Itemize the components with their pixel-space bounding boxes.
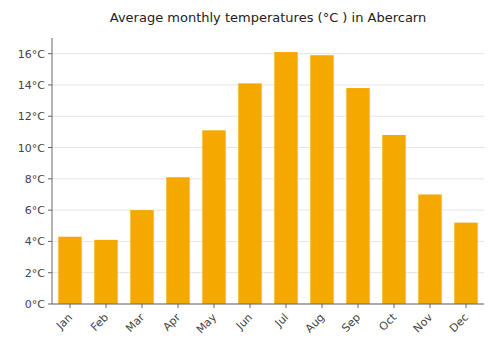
x-tick [70, 304, 71, 308]
chart: Average monthly temperatures (°C ) in Ab… [0, 0, 500, 350]
y-tick-label: 4°C [25, 235, 45, 248]
y-tick [48, 147, 52, 148]
y-tick-label: 8°C [25, 173, 45, 186]
y-tick [48, 53, 52, 54]
x-tick-label: Oct [376, 310, 399, 333]
y-tick-label: 16°C [18, 48, 45, 61]
y-tick-label: 12°C [18, 110, 45, 123]
grid-line [52, 116, 484, 117]
y-tick-label: 14°C [18, 79, 45, 92]
x-tick [142, 304, 143, 308]
grid-line [52, 178, 484, 179]
x-tick-label: Nov [411, 311, 436, 336]
bar [454, 223, 477, 304]
x-tick-label: Sep [339, 311, 363, 335]
title: Average monthly temperatures (°C ) in Ab… [110, 10, 426, 25]
bar [94, 240, 117, 304]
bar [202, 130, 225, 304]
x-tick-label: Apr [160, 311, 183, 334]
x-tick-label: Dec [447, 311, 471, 335]
x-tick-label: Jun [233, 311, 255, 333]
y-tick [48, 210, 52, 211]
x-tick-label: May [194, 311, 220, 337]
grid-line [52, 147, 484, 148]
y-axis-line [52, 38, 53, 304]
x-tick-label: Jan [53, 311, 75, 333]
x-tick [178, 304, 179, 308]
bar [238, 83, 261, 304]
x-tick [250, 304, 251, 308]
x-tick [322, 304, 323, 308]
grid-line [52, 53, 484, 54]
grid-line [52, 84, 484, 85]
bar [382, 135, 405, 304]
y-tick [48, 116, 52, 117]
y-tick-label: 2°C [25, 267, 45, 280]
x-tick-label: Feb [88, 311, 111, 334]
y-tick-label: 6°C [25, 204, 45, 217]
y-tick [48, 241, 52, 242]
x-axis: Jan Feb Mar Apr May Jun Jul Aug Sep Oct Nov Dec [52, 304, 484, 336]
y-tick-label: 0°C [25, 298, 45, 311]
x-tick [214, 304, 215, 308]
bar [418, 194, 441, 304]
bar [130, 210, 153, 304]
x-tick [106, 304, 107, 308]
y-tick [48, 272, 52, 273]
bar [346, 88, 369, 304]
y-tick [48, 304, 52, 305]
bars [58, 52, 477, 304]
y-tick-label: 10°C [18, 142, 45, 155]
grid [52, 54, 484, 304]
grid-line [52, 304, 484, 305]
x-tick-label: Mar [123, 311, 147, 335]
bar [310, 55, 333, 304]
x-tick [286, 304, 287, 308]
x-tick [430, 304, 431, 308]
x-tick [466, 304, 467, 308]
chart-root: Average monthly temperatures (°C ) in Ab… [0, 0, 500, 350]
bar [58, 237, 81, 304]
bar [166, 177, 189, 304]
x-tick-label: Jul [272, 311, 291, 330]
x-tick [394, 304, 395, 308]
y-tick [48, 178, 52, 179]
y-axis: 0°C 2°C 4°C 6°C 8°C 10°C 12°C 14°C 16°C [18, 38, 52, 311]
x-tick [358, 304, 359, 308]
x-tick-label: Aug [303, 311, 327, 335]
y-tick [48, 84, 52, 85]
bar [274, 52, 297, 304]
x-axis-line [52, 304, 484, 305]
